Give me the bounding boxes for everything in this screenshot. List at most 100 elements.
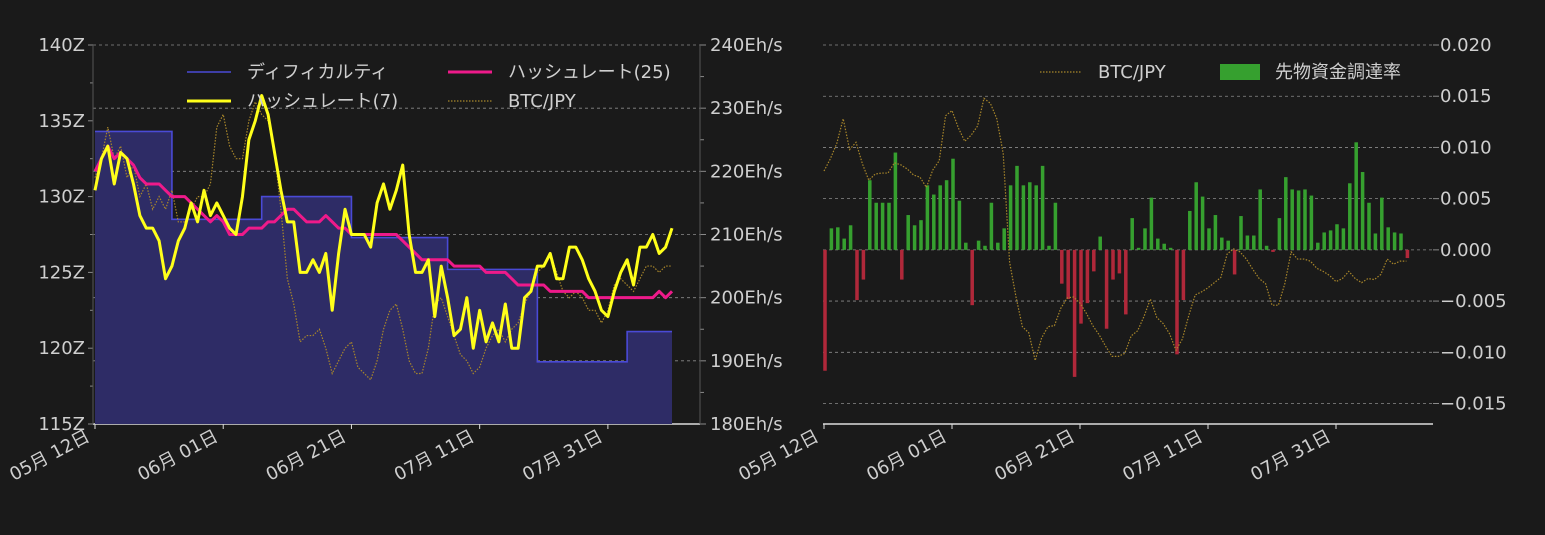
funding-rate-bar bbox=[1271, 249, 1275, 252]
right-axis-tick-label: −0.015 bbox=[1440, 394, 1507, 415]
funding-rate-bar bbox=[1245, 235, 1250, 250]
right-axis-tick-label: −0.010 bbox=[1440, 342, 1507, 363]
funding-rate-bar bbox=[1149, 197, 1154, 250]
left-axis-tick-label: 115Z bbox=[38, 414, 85, 435]
funding-rate-bar bbox=[1098, 236, 1102, 250]
funding-rate-bar bbox=[1079, 249, 1083, 324]
legend-label: BTC/JPY bbox=[1098, 62, 1167, 83]
funding-rate-bar bbox=[1175, 249, 1179, 355]
funding-rate-bar bbox=[900, 249, 904, 280]
funding-rate-bar bbox=[1181, 249, 1186, 301]
funding-rate-bar bbox=[976, 240, 981, 250]
funding-rate-bar bbox=[1130, 218, 1134, 250]
funding-rate-bar bbox=[1405, 249, 1410, 259]
funding-rate-bar bbox=[836, 227, 840, 250]
funding-rate-bar bbox=[964, 242, 968, 250]
funding-rate-bar bbox=[1354, 142, 1358, 250]
funding-rate-bar bbox=[1040, 165, 1045, 250]
funding-rate-bar bbox=[1072, 249, 1077, 377]
funding-rate-bar bbox=[1053, 202, 1058, 250]
funding-rate-bar bbox=[1104, 249, 1109, 329]
funding-rate-bar bbox=[1239, 216, 1243, 250]
funding-rate-bar bbox=[1322, 232, 1326, 250]
funding-rate-bar bbox=[1047, 245, 1051, 250]
funding-rate-bar bbox=[1162, 243, 1166, 250]
funding-rate-bar bbox=[1200, 196, 1205, 250]
funding-rate-bar bbox=[1124, 249, 1128, 315]
x-axis-tick-label: 06月 21日 bbox=[991, 426, 1078, 486]
funding-rate-bar bbox=[951, 158, 955, 250]
hashrate7-line bbox=[93, 94, 674, 350]
funding-rate-bar bbox=[925, 185, 930, 250]
right-chart: −0.015 −0.010 −0.005 0.000 0.005 0.010 0.015 0.… bbox=[735, 35, 1506, 486]
left-axis-tick-label: 140Z bbox=[38, 35, 85, 56]
funding-rate-bar bbox=[874, 202, 878, 250]
funding-rate-bar bbox=[1111, 249, 1115, 280]
funding-rate-bar bbox=[1194, 182, 1198, 250]
funding-rate-bar bbox=[1290, 189, 1294, 250]
legend-label: ハッシュレート(7) bbox=[247, 91, 398, 112]
right-axis-tick-label: 200Eh/s bbox=[710, 288, 783, 309]
funding-rate-bar bbox=[989, 202, 994, 250]
funding-rate-bar bbox=[1335, 224, 1339, 250]
x-axis-tick-label: 07月 11日 bbox=[391, 426, 478, 486]
x-axis-tick-label: 06月 01日 bbox=[863, 426, 950, 486]
funding-rate-bar bbox=[855, 249, 859, 301]
funding-rate-bar bbox=[1296, 190, 1301, 250]
funding-rate-bar bbox=[893, 152, 898, 250]
funding-rate-bar bbox=[1066, 249, 1070, 300]
funding-rate-bar bbox=[1136, 247, 1141, 250]
left-axis-tick-label: 125Z bbox=[38, 262, 85, 283]
funding-rate-bar bbox=[944, 180, 949, 250]
funding-rate-bar bbox=[983, 245, 987, 250]
funding-rate-bar bbox=[970, 249, 974, 306]
funding-rate-bar bbox=[887, 202, 891, 250]
funding-rate-bar bbox=[919, 220, 923, 250]
funding-rate-bar bbox=[1092, 249, 1096, 272]
legend-label: ハッシュレート(25) bbox=[508, 62, 671, 83]
right-legend: BTC/JPY 先物資金調達率 bbox=[1040, 62, 1401, 83]
left-axis-tick-label: 135Z bbox=[38, 111, 85, 132]
funding-rate-bar bbox=[957, 200, 962, 250]
right-axis-tick-label: 0.010 bbox=[1440, 137, 1492, 158]
funding-rate-bar bbox=[1386, 227, 1390, 250]
funding-rate-bar bbox=[1085, 249, 1090, 304]
x-axis-tick-label: 07月 11日 bbox=[1119, 426, 1206, 486]
btc-jpy-line bbox=[823, 97, 1407, 361]
right-axis-tick-label: 0.005 bbox=[1440, 189, 1492, 210]
funding-rate-bar bbox=[1028, 182, 1032, 250]
funding-rate-bar bbox=[880, 202, 885, 250]
funding-rate-bar bbox=[848, 225, 853, 250]
funding-rate-bar bbox=[1252, 235, 1256, 250]
legend-swatch bbox=[1220, 64, 1260, 80]
difficulty-area bbox=[95, 131, 672, 425]
right-axis-tick-label: 240Eh/s bbox=[710, 35, 783, 56]
right-axis-tick-label: 210Eh/s bbox=[710, 225, 783, 246]
funding-rate-bar bbox=[1117, 249, 1122, 274]
funding-rate-bar bbox=[932, 194, 936, 250]
right-axis-tick-label: 230Eh/s bbox=[710, 98, 783, 119]
left-axis-tick-label: 120Z bbox=[38, 338, 85, 359]
funding-rate-bar bbox=[1303, 189, 1307, 250]
funding-rate-bar bbox=[1328, 230, 1333, 250]
funding-rate-bar bbox=[1309, 195, 1314, 250]
funding-rate-bar bbox=[1360, 172, 1365, 250]
funding-rate-bar bbox=[1213, 215, 1218, 250]
right-axis-tick-label: 190Eh/s bbox=[710, 351, 783, 372]
funding-rate-bar bbox=[1392, 232, 1397, 250]
funding-rate-bar bbox=[1277, 218, 1282, 250]
funding-rate-bar bbox=[1258, 189, 1262, 250]
funding-rate-bar bbox=[842, 238, 846, 250]
funding-rate-bar bbox=[1341, 228, 1346, 250]
funding-rate-bar bbox=[1399, 233, 1403, 250]
funding-rate-bar bbox=[938, 185, 942, 250]
funding-rate-bar bbox=[861, 249, 866, 280]
funding-rate-bar bbox=[1367, 202, 1371, 250]
funding-rate-bar bbox=[1284, 177, 1288, 250]
funding-rate-bar bbox=[1380, 197, 1384, 250]
funding-rate-bar bbox=[996, 242, 1000, 250]
x-axis-tick-label: 06月 21日 bbox=[263, 426, 350, 486]
legend-label: BTC/JPY bbox=[508, 91, 577, 112]
funding-rate-bar bbox=[1156, 238, 1160, 250]
